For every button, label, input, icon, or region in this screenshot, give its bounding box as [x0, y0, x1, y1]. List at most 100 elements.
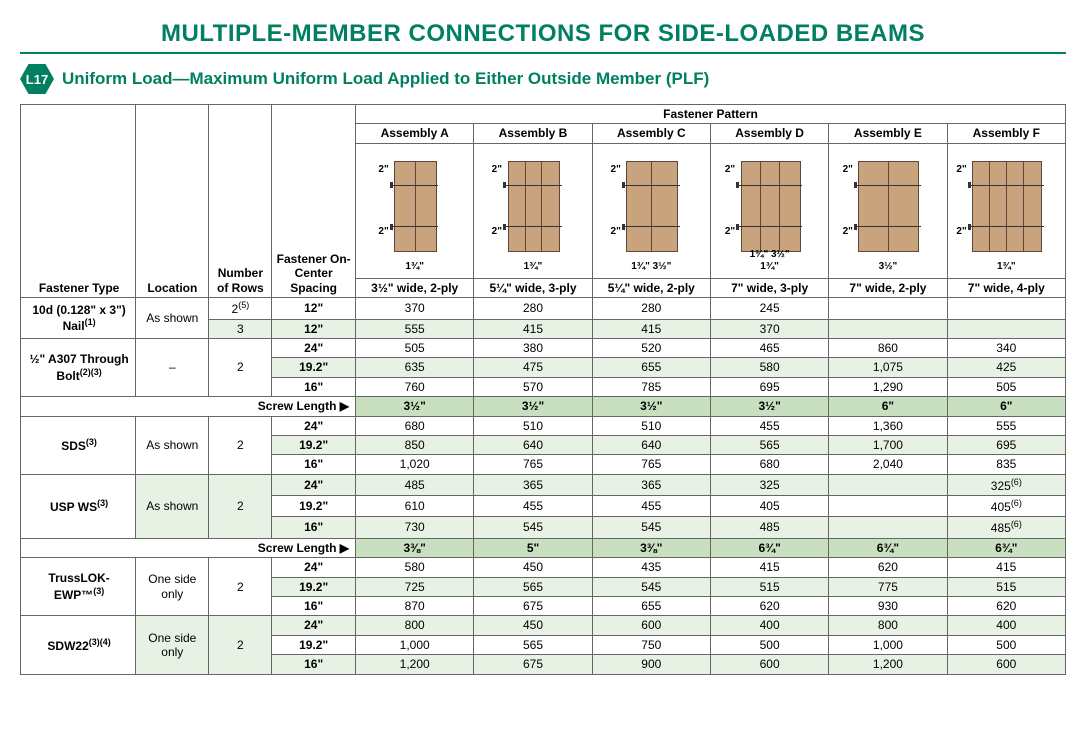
value-cell: 280	[592, 298, 710, 319]
screw-length-value: 3½"	[710, 397, 828, 416]
spacing-cell: 16"	[272, 377, 356, 396]
value-cell: 675	[474, 655, 592, 674]
spacing-cell: 24"	[272, 416, 356, 435]
screw-length-value: 3⅜"	[592, 538, 710, 557]
badge-hex: L17	[20, 64, 54, 94]
fastener-type: ½" A307 Through Bolt(2)(3)	[21, 338, 136, 396]
value-cell: 580	[710, 358, 828, 377]
num-rows-cell: 2	[209, 474, 272, 538]
table-head: Fastener Type Location Number of Rows Fa…	[21, 105, 1066, 298]
assembly-header: Assembly C	[592, 124, 710, 143]
value-cell: 245	[710, 298, 828, 319]
value-cell: 425	[947, 358, 1065, 377]
fastener-type: USP WS(3)	[21, 474, 136, 538]
spacing-cell: 16"	[272, 455, 356, 474]
value-cell: 565	[474, 635, 592, 654]
value-cell: 380	[474, 338, 592, 357]
value-cell: 1,290	[829, 377, 947, 396]
value-cell: 485	[356, 474, 474, 495]
value-cell: 545	[592, 517, 710, 538]
assembly-diagram: 2"2"1¾" 3½" 1¾"	[710, 143, 828, 278]
screw-length-value: 3½"	[356, 397, 474, 416]
value-cell: 515	[710, 577, 828, 596]
table-body: 10d (0.128" x 3") Nail(1)As shown2(5)12"…	[21, 298, 1066, 674]
value-cell: 610	[356, 496, 474, 517]
value-cell: 860	[829, 338, 947, 357]
assembly-diagram: 2"2"1¾"	[947, 143, 1065, 278]
value-cell: 555	[356, 319, 474, 338]
value-cell: 365	[592, 474, 710, 495]
value-cell: 280	[474, 298, 592, 319]
assembly-header: Assembly D	[710, 124, 828, 143]
value-cell: 545	[474, 517, 592, 538]
value-cell: 400	[947, 616, 1065, 635]
value-cell: 620	[710, 597, 828, 616]
value-cell: 520	[592, 338, 710, 357]
spacing-cell: 19.2"	[272, 496, 356, 517]
value-cell: 1,000	[829, 635, 947, 654]
assembly-diagram: 2"2"3½"	[829, 143, 947, 278]
value-cell: 405	[710, 496, 828, 517]
screw-length-value: 6¾"	[710, 538, 828, 557]
value-cell: 800	[356, 616, 474, 635]
value-cell: 870	[356, 597, 474, 616]
assembly-width-label: 7" wide, 2-ply	[829, 278, 947, 297]
fastener-type: TrussLOK-EWP™(3)	[21, 558, 136, 616]
table-row: 10d (0.128" x 3") Nail(1)As shown2(5)12"…	[21, 298, 1066, 319]
assembly-width-label: 3½" wide, 2-ply	[356, 278, 474, 297]
assembly-diagram: 2"2"1¾"	[356, 143, 474, 278]
value-cell: 405(6)	[947, 496, 1065, 517]
value-cell: 515	[947, 577, 1065, 596]
value-cell: 570	[474, 377, 592, 396]
value-cell: 1,000	[356, 635, 474, 654]
value-cell: 730	[356, 517, 474, 538]
screw-length-value: 6"	[947, 397, 1065, 416]
assembly-width-label: 5¼" wide, 2-ply	[592, 278, 710, 297]
assembly-header: Assembly E	[829, 124, 947, 143]
value-cell: 760	[356, 377, 474, 396]
num-rows-cell: 2	[209, 416, 272, 474]
col-header-group: Fastener Pattern	[356, 105, 1066, 124]
value-cell: 365	[474, 474, 592, 495]
value-cell: 370	[710, 319, 828, 338]
spacing-cell: 24"	[272, 616, 356, 635]
value-cell: 450	[474, 558, 592, 577]
table-row: ½" A307 Through Bolt(2)(3)–224"505380520…	[21, 338, 1066, 357]
value-cell: 680	[356, 416, 474, 435]
value-cell: 400	[710, 616, 828, 635]
value-cell: 850	[356, 435, 474, 454]
value-cell: 655	[592, 358, 710, 377]
spacing-cell: 19.2"	[272, 358, 356, 377]
value-cell: 600	[592, 616, 710, 635]
value-cell	[829, 319, 947, 338]
value-cell	[947, 319, 1065, 338]
value-cell	[829, 496, 947, 517]
value-cell: 930	[829, 597, 947, 616]
fastener-type: 10d (0.128" x 3") Nail(1)	[21, 298, 136, 339]
value-cell: 435	[592, 558, 710, 577]
screw-length-value: 3½"	[592, 397, 710, 416]
spacing-cell: 19.2"	[272, 435, 356, 454]
value-cell: 455	[474, 496, 592, 517]
spacing-cell: 24"	[272, 474, 356, 495]
location-cell: As shown	[136, 416, 209, 474]
value-cell: 500	[947, 635, 1065, 654]
value-cell: 1,700	[829, 435, 947, 454]
table-row: TrussLOK-EWP™(3)One side only224"5804504…	[21, 558, 1066, 577]
value-cell: 545	[592, 577, 710, 596]
value-cell: 750	[592, 635, 710, 654]
screw-length-value: 5"	[474, 538, 592, 557]
value-cell: 1,200	[356, 655, 474, 674]
value-cell: 765	[592, 455, 710, 474]
assembly-diagram: 2"2"1¾"	[474, 143, 592, 278]
screw-length-value: 6"	[829, 397, 947, 416]
value-cell: 580	[356, 558, 474, 577]
value-cell: 800	[829, 616, 947, 635]
value-cell: 325(6)	[947, 474, 1065, 495]
value-cell: 415	[947, 558, 1065, 577]
num-rows-cell: 2(5)	[209, 298, 272, 319]
value-cell: 450	[474, 616, 592, 635]
value-cell: 510	[592, 416, 710, 435]
value-cell: 680	[710, 455, 828, 474]
col-header-location: Location	[136, 105, 209, 298]
